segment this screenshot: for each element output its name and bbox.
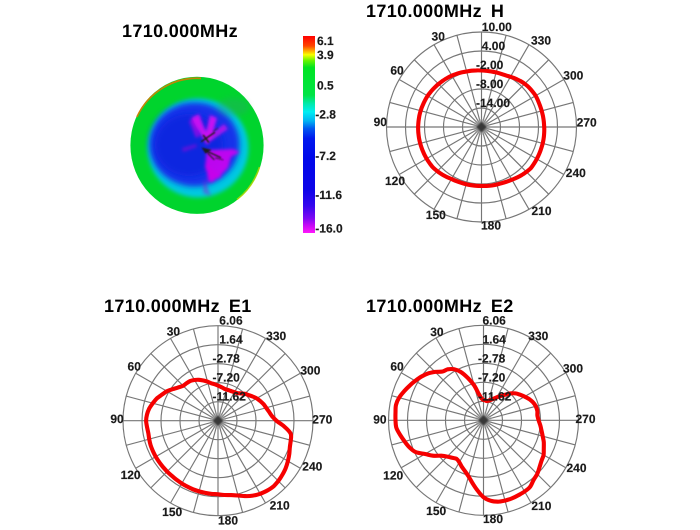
svg-text:330: 330: [531, 34, 551, 48]
svg-text:-16.0: -16.0: [315, 221, 343, 235]
svg-text:-2.00: -2.00: [476, 58, 504, 72]
svg-text:210: 210: [531, 204, 551, 218]
svg-text:1.64: 1.64: [483, 332, 507, 346]
svg-text:180: 180: [483, 512, 503, 526]
svg-text:1710.000MHz: 1710.000MHz: [122, 21, 238, 41]
svg-text:-7.2: -7.2: [315, 149, 336, 163]
svg-text:240: 240: [566, 461, 586, 475]
svg-text:270: 270: [577, 116, 597, 130]
svg-text:30: 30: [432, 30, 446, 44]
svg-text:60: 60: [390, 64, 404, 78]
svg-text:240: 240: [566, 166, 586, 180]
svg-text:6.06: 6.06: [483, 313, 507, 327]
svg-text:-14.00: -14.00: [476, 96, 510, 110]
svg-text:90: 90: [374, 115, 388, 129]
svg-text:0.5: 0.5: [317, 78, 334, 92]
svg-text:120: 120: [385, 174, 405, 188]
svg-text:30: 30: [167, 325, 181, 339]
svg-text:180: 180: [481, 219, 501, 233]
svg-text:6.06: 6.06: [219, 314, 243, 328]
svg-text:90: 90: [110, 412, 124, 426]
svg-text:210: 210: [270, 499, 290, 513]
svg-text:270: 270: [312, 413, 332, 427]
svg-text:210: 210: [531, 499, 551, 513]
svg-text:60: 60: [128, 360, 142, 374]
svg-text:300: 300: [563, 69, 583, 83]
svg-text:240: 240: [302, 460, 322, 474]
svg-text:6.1: 6.1: [317, 34, 334, 48]
svg-text:270: 270: [575, 412, 595, 426]
svg-text:150: 150: [426, 208, 446, 222]
svg-text:300: 300: [300, 364, 320, 378]
svg-text:-2.8: -2.8: [315, 107, 336, 121]
svg-text:4.00: 4.00: [482, 39, 506, 53]
svg-text:30: 30: [430, 325, 444, 339]
svg-text:150: 150: [162, 505, 182, 519]
svg-text:300: 300: [563, 361, 583, 375]
svg-text:-2.78: -2.78: [478, 351, 506, 365]
svg-text:-7.20: -7.20: [213, 371, 241, 385]
svg-text:120: 120: [383, 468, 403, 482]
svg-text:-8.00: -8.00: [476, 77, 504, 91]
svg-text:-2.78: -2.78: [213, 352, 241, 366]
svg-text:3.9: 3.9: [317, 48, 334, 62]
svg-text:120: 120: [121, 468, 141, 482]
svg-text:90: 90: [373, 413, 387, 427]
svg-text:10.00: 10.00: [482, 20, 512, 34]
svg-text:60: 60: [390, 359, 404, 373]
svg-text:1.64: 1.64: [219, 333, 243, 347]
svg-text:-11.6: -11.6: [315, 188, 342, 202]
svg-text:330: 330: [266, 329, 286, 343]
svg-text:-11.62: -11.62: [213, 390, 247, 404]
svg-text:-7.20: -7.20: [478, 370, 506, 384]
svg-text:180: 180: [218, 513, 238, 527]
svg-text:150: 150: [426, 504, 446, 518]
svg-text:-11.62: -11.62: [478, 389, 512, 403]
svg-text:330: 330: [528, 329, 548, 343]
